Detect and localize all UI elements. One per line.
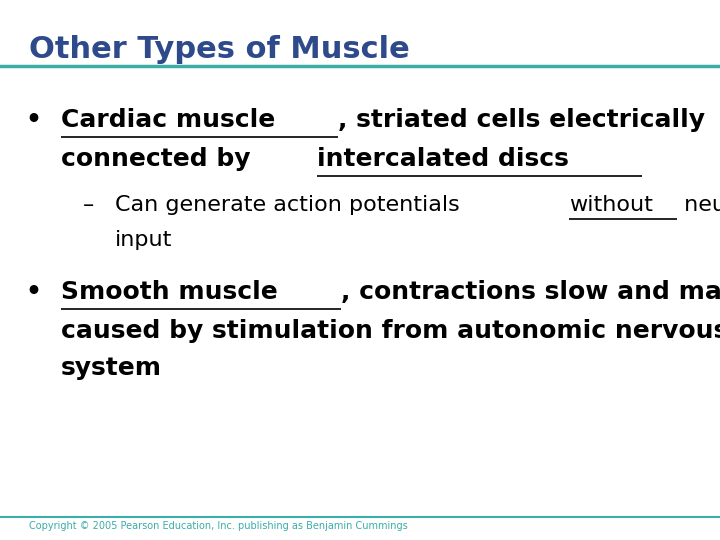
Text: Smooth muscle: Smooth muscle [61,280,278,303]
Text: , contractions slow and may be: , contractions slow and may be [341,280,720,303]
Text: , striated cells electrically: , striated cells electrically [338,108,705,132]
Text: without: without [570,195,653,215]
Text: input: input [115,230,173,249]
Text: Other Types of Muscle: Other Types of Muscle [29,35,410,64]
Text: connected by: connected by [61,147,259,171]
Text: Can generate action potentials: Can generate action potentials [115,195,467,215]
Text: caused by stimulation from autonomic nervous: caused by stimulation from autonomic ner… [61,319,720,342]
Text: •: • [25,280,41,303]
Text: neural: neural [678,195,720,215]
Text: Copyright © 2005 Pearson Education, Inc. publishing as Benjamin Cummings: Copyright © 2005 Pearson Education, Inc.… [29,521,408,531]
Text: system: system [61,356,162,380]
Text: Cardiac muscle: Cardiac muscle [61,108,276,132]
Text: intercalated discs: intercalated discs [317,147,569,171]
Text: –: – [83,195,94,215]
Text: •: • [25,108,41,132]
